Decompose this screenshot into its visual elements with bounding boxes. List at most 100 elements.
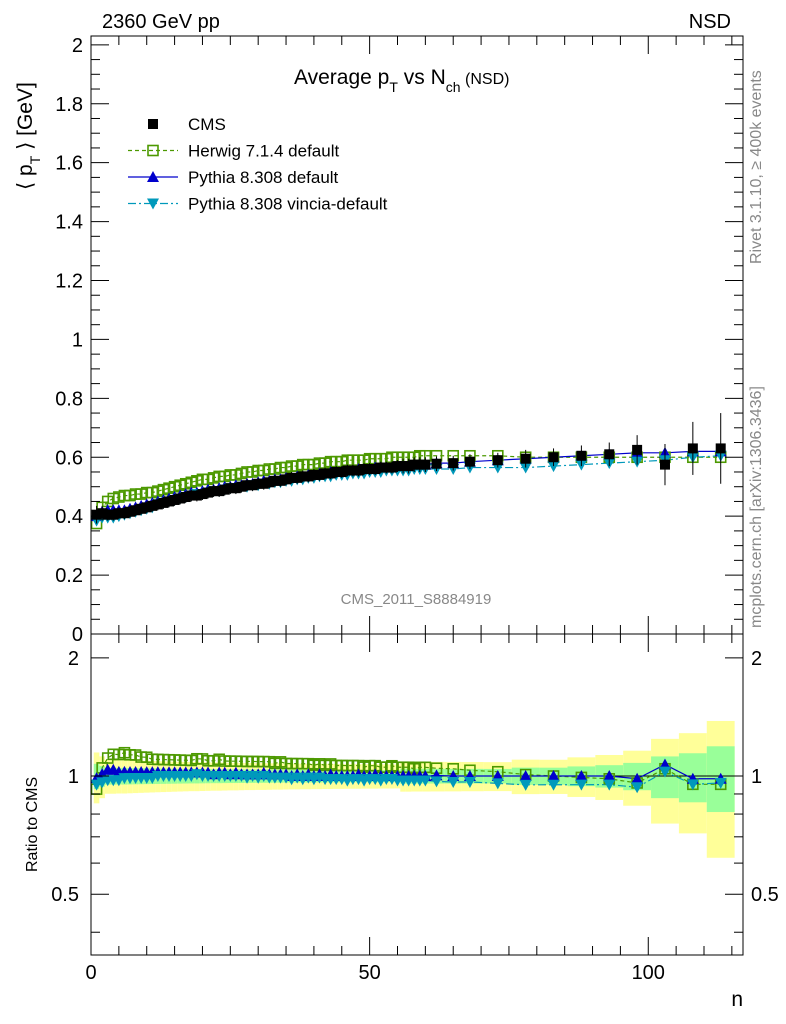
y-tick-label: 0	[72, 624, 83, 646]
cms-point	[175, 493, 186, 504]
cms-point	[152, 499, 163, 510]
cms-point	[336, 466, 347, 477]
vincia-ratio-point	[603, 779, 616, 791]
legend-marker	[147, 198, 159, 210]
y-tick-label: 1.8	[55, 94, 83, 116]
cms-point	[576, 450, 587, 461]
cms-point	[492, 455, 503, 466]
cms-point	[308, 469, 319, 480]
y-tick-label: 0.2	[55, 565, 83, 587]
cms-point	[286, 472, 297, 483]
cms-point	[687, 443, 698, 454]
pythia-ratio-point	[575, 770, 588, 782]
x-tick-label: 100	[632, 962, 665, 984]
cms-point	[242, 480, 253, 491]
cms-point	[158, 497, 169, 508]
vincia-point	[547, 461, 560, 473]
cms-point	[347, 465, 358, 476]
herwig-ratio-line	[95, 752, 721, 790]
legend-label: CMS	[188, 115, 226, 134]
cms-point	[219, 484, 230, 495]
cms-point	[230, 483, 241, 494]
cms-point	[292, 472, 303, 483]
cms-point	[381, 462, 392, 473]
vincia-ratio-point	[519, 779, 532, 791]
cms-point	[186, 490, 197, 501]
cms-point	[97, 508, 108, 519]
cms-point	[236, 481, 247, 492]
vincia-ratio-point	[658, 766, 671, 778]
cms-point	[269, 475, 280, 486]
cms-point	[275, 475, 286, 486]
cms-point	[715, 443, 726, 454]
chart-title: Average pT vs Nch (NSD)	[294, 66, 509, 95]
cms-point	[180, 492, 191, 503]
cms-point	[113, 508, 124, 519]
y-axis-label: ⟨ pT ⟩ [GeV]	[14, 82, 43, 190]
cms-point	[398, 461, 409, 472]
cms-point	[136, 503, 147, 514]
x-tick-label: 50	[359, 962, 381, 984]
cms-point	[409, 459, 420, 470]
y-tick-label: 1.2	[55, 271, 83, 293]
cms-point	[203, 487, 214, 498]
y-tick-label: 1.6	[55, 153, 83, 175]
x-axis-label: n	[731, 988, 743, 1011]
cms-point	[464, 456, 475, 467]
vincia-ratio-point	[430, 776, 443, 788]
cms-point	[297, 471, 308, 482]
vincia-ratio-point	[491, 778, 504, 790]
cms-point	[108, 509, 119, 520]
cms-point	[331, 466, 342, 477]
x-tick-label: 0	[85, 962, 96, 984]
cms-point	[431, 458, 442, 469]
y-tick-label: 0.6	[55, 447, 83, 469]
cms-point	[258, 478, 269, 489]
pythia-ratio-point	[603, 770, 616, 782]
legend-label: Pythia 8.308 vincia-default	[188, 195, 388, 214]
legend-label: Herwig 7.1.4 default	[188, 142, 339, 161]
cms-point	[214, 486, 225, 497]
ratio-panel-ticks: 0 50 100 0.5 0.5 1 1 2 2	[51, 36, 779, 984]
cms-point	[125, 506, 136, 517]
ratio-y-tick-label: 2	[68, 648, 79, 670]
y-tick-label: 0.8	[55, 388, 83, 410]
y-tick-label: 2	[72, 35, 83, 57]
legend: CMS Herwig 7.1.4 default Pythia 8.308 defa…	[128, 115, 388, 214]
vincia-ratio-point	[686, 779, 699, 791]
cms-point	[403, 461, 414, 472]
cms-point	[392, 461, 403, 472]
ratio-panel-series	[90, 746, 727, 795]
cms-point	[632, 444, 643, 455]
y-tick-label: 0.4	[55, 506, 83, 528]
cms-point	[247, 480, 258, 491]
ratio-y-tick-label-right: 0.5	[751, 884, 779, 906]
legend-label: Pythia 8.308 default	[188, 168, 339, 187]
cms-point	[375, 462, 386, 473]
top-panel-ticks: 0 0.2 0.4 0.6 0.8 1 1.2 1.4 1.6 1.8 2	[55, 35, 743, 955]
vincia-ratio-point	[419, 775, 432, 787]
cms-point	[102, 509, 113, 520]
pythia-ratio-point	[631, 772, 644, 784]
cms-point	[253, 478, 264, 489]
pythia-ratio-point	[491, 770, 504, 782]
cms-point	[264, 477, 275, 488]
ratio-y-tick-label: 1	[68, 766, 79, 788]
cms-point	[414, 459, 425, 470]
vincia-ratio-point	[547, 779, 560, 791]
vincia-ratio-point	[631, 782, 644, 794]
vincia-ratio-point	[447, 776, 460, 788]
cms-point	[370, 464, 381, 475]
y-tick-label: 1.4	[55, 212, 83, 234]
legend-marker	[148, 119, 158, 129]
cms-point	[281, 474, 292, 485]
cms-point	[342, 465, 353, 476]
cms-point	[353, 465, 364, 476]
cms-point	[141, 502, 152, 513]
ratio-panel-frame	[90, 633, 744, 956]
cms-point	[364, 464, 375, 475]
pythia-ratio-point	[519, 770, 532, 782]
cms-point	[303, 471, 314, 482]
ratio-axis-label: Ratio to CMS	[24, 777, 41, 872]
